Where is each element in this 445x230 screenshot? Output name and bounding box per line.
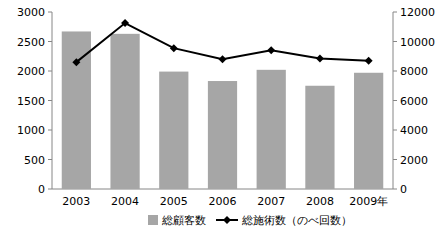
x-tick-label: 2007 [257,195,285,208]
y-tick-label: 1000 [17,124,45,137]
line-marker [219,55,227,63]
y2-tick [393,159,397,160]
y-tick [48,41,52,42]
y2-tick-label: 10000 [400,36,435,49]
y-tick [48,71,52,72]
y2-tick [393,130,397,131]
y2-tick-label: 6000 [400,95,428,108]
y-tick-label: 2000 [17,65,45,78]
bar [354,73,383,189]
y2-tick [393,189,397,190]
y-tick [48,189,52,190]
y-tick [48,12,52,13]
legend-label: 総顧客数 [161,214,206,227]
line-marker [170,44,178,52]
x-tick-label: 2006 [209,195,237,208]
legend-marker [223,216,231,224]
bar [208,81,237,189]
y2-tick [393,100,397,101]
marks [62,19,384,189]
bar [110,34,139,189]
line-marker [316,54,324,62]
x-tick-label: 2008 [306,195,334,208]
y2-tick [393,41,397,42]
y-tick-label: 500 [24,154,45,167]
line-marker [121,19,129,27]
y-tick-label: 2500 [17,36,45,49]
y2-tick-label: 8000 [400,65,428,78]
legend-swatch [148,215,158,225]
line-marker [72,58,80,66]
y-tick-label: 3000 [17,6,45,19]
bar [159,72,188,189]
x-tick-label: 2003 [62,195,90,208]
legend-label: 総施術数（のべ回数） [241,214,352,227]
line-marker [365,57,373,65]
bar [305,86,334,189]
y2-tick [393,12,397,13]
bar [257,70,286,189]
y2-tick-label: 0 [400,183,407,196]
x-tick-label: 2005 [160,195,188,208]
y2-tick-label: 4000 [400,124,428,137]
y-tick [48,100,52,101]
y2-tick-label: 12000 [400,6,435,19]
y-tick [48,130,52,131]
y2-tick-label: 2000 [400,154,428,167]
y-tick-label: 1500 [17,95,45,108]
y-tick-label: 0 [38,183,45,196]
x-tick-label: 2009年 [349,195,388,208]
x-tick-label: 2004 [111,195,139,208]
chart-container: 0 500 1000 1500 2000 2500 3000 0 2000 4000 6000 800… [0,0,445,230]
y-tick [48,159,52,160]
line-marker [267,46,275,54]
legend: 総顧客数 総施術数（のべ回数） [148,214,352,227]
y2-tick [393,71,397,72]
chart-svg: 0 500 1000 1500 2000 2500 3000 0 2000 4000 6000 800… [0,0,445,230]
